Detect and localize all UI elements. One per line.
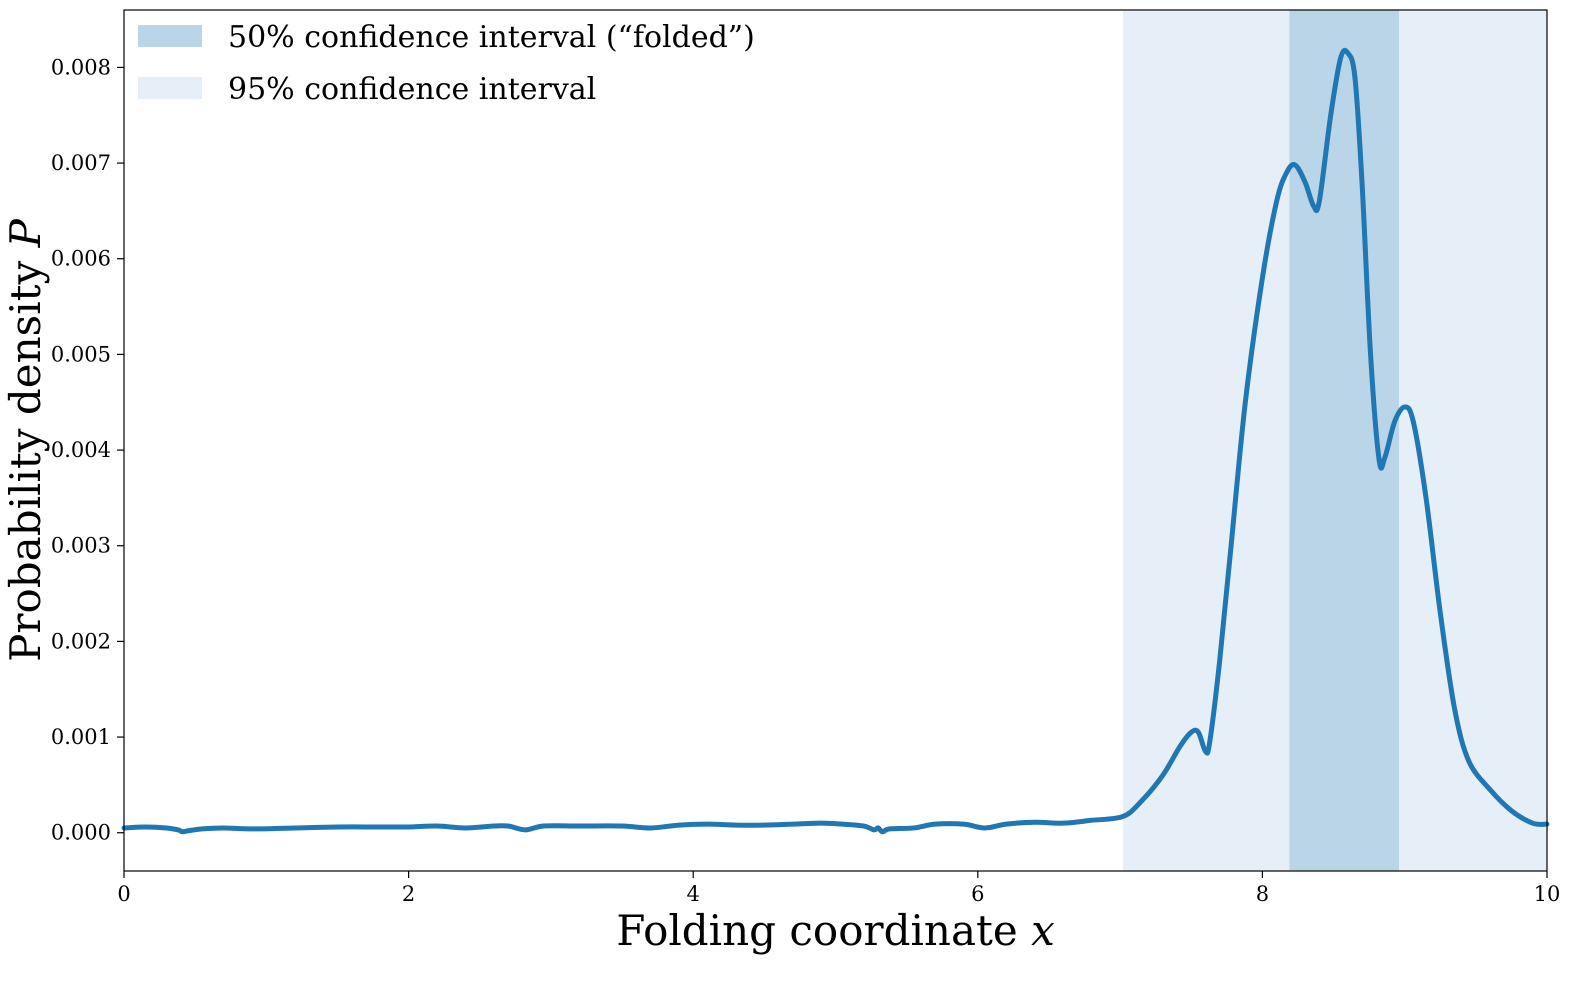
y-tick-label: 0.008 — [51, 55, 111, 79]
x-tick-label: 6 — [971, 882, 984, 906]
y-axis-label: Probability density P — [1, 218, 50, 661]
series-layer — [121, 47, 1550, 835]
x-tick-label: 10 — [1534, 882, 1561, 906]
legend: 50% confidence interval (“folded”) 95% c… — [138, 20, 755, 107]
band-50pct — [1289, 10, 1400, 871]
x-tick-label: 0 — [117, 882, 130, 906]
confidence-bands — [1122, 10, 1547, 871]
y-tick-label: 0.006 — [51, 247, 111, 271]
legend-label-50pct: 50% confidence interval (“folded”) — [228, 20, 755, 55]
y-tick-label: 0.002 — [51, 629, 111, 653]
y-tick-label: 0.007 — [51, 151, 111, 175]
series-line-0 — [121, 47, 1550, 835]
legend-swatch-95pct — [138, 77, 202, 99]
y-tick-label: 0.005 — [51, 342, 111, 366]
legend-swatch-50pct — [138, 25, 202, 47]
x-tick-label: 4 — [687, 882, 700, 906]
y-tick-label: 0.001 — [51, 725, 111, 749]
y-tick-label: 0.004 — [51, 438, 111, 462]
x-axis-label: Folding coordinate x — [616, 906, 1055, 955]
y-tick-label: 0.003 — [51, 534, 111, 558]
legend-label-95pct: 95% confidence interval — [228, 72, 596, 107]
y-axis-ticks: 0.000 0.001 0.002 0.003 0.004 0.005 0.006 0.007… — [51, 55, 124, 845]
axes-frame — [123, 9, 1548, 872]
y-tick-label: 0.000 — [51, 821, 111, 845]
x-axis-ticks: 0 2 4 6 8 10 — [117, 871, 1560, 906]
x-tick-label: 2 — [402, 882, 415, 906]
x-tick-label: 8 — [1256, 882, 1269, 906]
